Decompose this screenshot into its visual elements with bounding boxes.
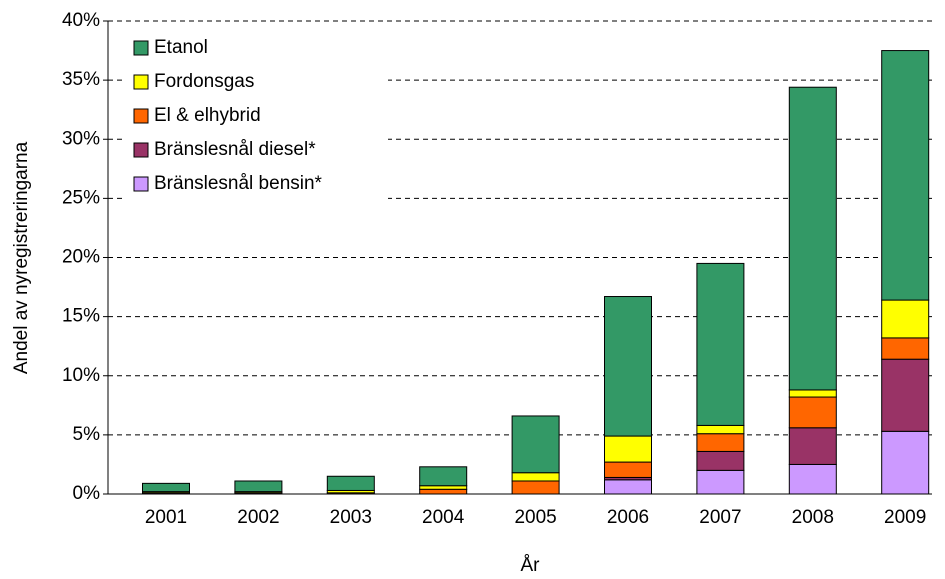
bar-segment — [604, 435, 652, 463]
bar-segment — [788, 86, 837, 391]
bar-segment — [788, 389, 837, 398]
bar-segment — [604, 461, 652, 478]
bar-segment — [419, 466, 468, 487]
bar-segment — [696, 469, 745, 495]
x-tick-label: 2006 — [607, 507, 649, 528]
legend-label: Etanol — [154, 37, 208, 58]
legend-swatch — [133, 176, 149, 192]
x-tick-label: 2001 — [145, 507, 187, 528]
bar-segment — [788, 396, 837, 429]
legend-label: Bränslesnål bensin* — [154, 173, 323, 194]
bar-segment — [604, 296, 652, 437]
bar-segment — [881, 299, 930, 339]
bar-segment — [142, 482, 190, 493]
bar-segment — [696, 262, 745, 426]
bar-segment — [881, 430, 930, 495]
bar-segment — [696, 424, 745, 435]
legend-swatch — [133, 40, 149, 56]
y-tick-label: 10% — [62, 365, 100, 386]
y-tick-label: 25% — [62, 187, 100, 208]
y-tick-label: 35% — [62, 69, 100, 90]
bar-segment — [881, 358, 930, 432]
x-tick-label: 2007 — [699, 507, 741, 528]
x-tick-label: 2008 — [792, 507, 834, 528]
bar-segment — [511, 480, 560, 495]
bar-segment — [881, 337, 930, 360]
legend-swatch — [133, 142, 149, 158]
y-tick-label: 20% — [62, 247, 100, 268]
legend-label: Fordonsgas — [154, 71, 254, 92]
bar-segment — [788, 463, 837, 495]
legend-label: El & elhybrid — [154, 105, 261, 126]
bar-segment — [511, 415, 560, 474]
y-tick-label: 40% — [62, 10, 100, 31]
x-tick-label: 2003 — [330, 507, 372, 528]
legend-box — [126, 34, 388, 204]
y-tick-label: 0% — [73, 483, 101, 504]
bar-segment — [788, 427, 837, 465]
x-tick-label: 2002 — [237, 507, 279, 528]
legend-swatch — [133, 108, 149, 124]
legend-swatch — [133, 74, 149, 90]
x-tick-label: 2005 — [514, 507, 556, 528]
bar-segment — [696, 433, 745, 452]
y-axis-label: Andel av nyregistreringarna — [11, 141, 32, 374]
x-tick-label: 2009 — [884, 507, 926, 528]
bar-segment — [511, 472, 560, 482]
x-tick-label: 2004 — [422, 507, 465, 528]
y-tick-label: 5% — [73, 424, 101, 445]
bar-segment — [326, 475, 375, 491]
bar-segment — [696, 450, 745, 471]
bar-segment — [419, 488, 468, 495]
bar-segment — [604, 479, 652, 495]
y-tick-label: 15% — [62, 306, 100, 327]
y-tick-label: 30% — [62, 128, 100, 149]
bar-segment — [881, 50, 930, 301]
x-axis-label: År — [521, 555, 541, 576]
bar-segment — [419, 485, 468, 490]
bar-segment — [234, 480, 283, 493]
legend-label: Bränslesnål diesel* — [154, 139, 316, 160]
